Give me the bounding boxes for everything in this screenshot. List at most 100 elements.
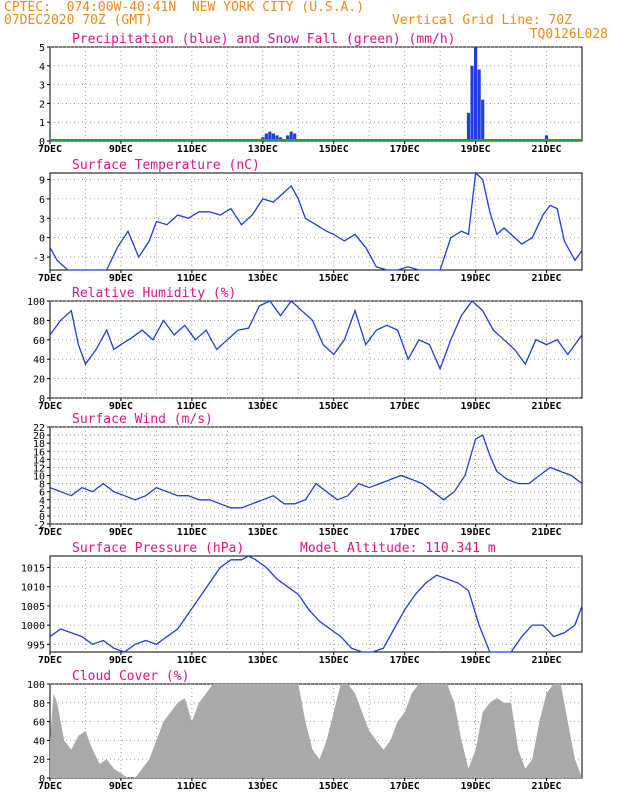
y-tick-label: 9	[39, 175, 45, 186]
x-tick-label: 21DEC	[531, 401, 561, 412]
panel-title: Precipitation (blue) and Snow Fall (gree…	[72, 32, 456, 47]
x-tick-label: 9DEC	[109, 527, 133, 538]
x-tick-label: 9DEC	[109, 655, 133, 666]
x-tick-label: 15DEC	[319, 655, 349, 666]
precip-bar	[268, 131, 272, 141]
x-tick-label: 19DEC	[461, 527, 491, 538]
x-tick-label: 7DEC	[38, 655, 62, 666]
y-tick-label: 14	[33, 455, 45, 466]
x-tick-label: 13DEC	[248, 401, 278, 412]
model-code: TQ0126L028	[529, 27, 608, 42]
y-tick-label: 80	[33, 699, 45, 710]
y-tick-label: 10	[33, 472, 45, 483]
y-tick-label: 3	[39, 214, 45, 225]
y-tick-label: 5	[39, 43, 45, 54]
x-tick-label: 17DEC	[390, 401, 420, 412]
x-tick-label: 7DEC	[38, 781, 62, 792]
x-tick-label: 7DEC	[38, 144, 62, 155]
x-tick-label: 17DEC	[390, 144, 420, 155]
grid-line-note: Vertical Grid Line: 70Z	[391, 13, 572, 28]
y-tick-label: 995	[27, 640, 45, 651]
x-tick-label: 15DEC	[319, 401, 349, 412]
x-tick-label: 11DEC	[177, 144, 207, 155]
y-tick-label: 20	[33, 375, 45, 386]
x-tick-label: 7DEC	[38, 401, 62, 412]
y-tick-label: 60	[33, 336, 45, 347]
x-tick-label: 15DEC	[319, 527, 349, 538]
precip-bar	[481, 99, 485, 141]
y-tick-label: 4	[39, 62, 45, 73]
y-tick-label: 20	[33, 755, 45, 766]
y-tick-label: 8	[39, 480, 45, 491]
precip-bar	[289, 131, 293, 141]
y-tick-label: 0	[39, 394, 45, 405]
x-tick-label: 21DEC	[531, 273, 561, 284]
x-tick-label: 19DEC	[461, 655, 491, 666]
y-tick-label: 1	[39, 118, 45, 129]
x-tick-label: 19DEC	[461, 144, 491, 155]
x-tick-label: 11DEC	[177, 401, 207, 412]
y-tick-label: 12	[33, 463, 45, 474]
panel-title: Relative Humidity (%)	[72, 286, 236, 301]
date-header: 07DEC2020 70Z (GMT)	[4, 13, 153, 28]
y-tick-label: 40	[33, 355, 45, 366]
x-tick-label: 21DEC	[531, 655, 561, 666]
panel-subtitle: Model Altitude: 110.341 m	[300, 541, 496, 556]
x-tick-label: 21DEC	[531, 781, 561, 792]
panel-4: 995 1000 1005 1010 1015 7DEC 9DEC 11DEC 13DEC 15D…	[21, 541, 583, 666]
panel-frame	[49, 300, 583, 399]
x-tick-label: 13DEC	[248, 144, 278, 155]
x-tick-label: 13DEC	[248, 655, 278, 666]
x-tick-label: 13DEC	[248, 273, 278, 284]
series-line	[49, 300, 583, 371]
x-tick-label: 9DEC	[109, 144, 133, 155]
panel-2: 0 20 40 60 80 100 7DEC 9DEC 11DEC 13DEC 15DEC 17DEC…	[27, 286, 583, 412]
x-tick-label: 21DEC	[531, 527, 561, 538]
series-line	[49, 555, 583, 653]
y-tick-label: 4	[39, 496, 45, 507]
y-tick-label: 22	[33, 423, 45, 434]
x-tick-label: 13DEC	[248, 527, 278, 538]
y-tick-label: 20	[33, 431, 45, 442]
y-tick-label: 18	[33, 439, 45, 450]
panel-1: -3 0 3 6 9 7DEC 9DEC 11DEC 13DEC 15DEC 17DEC 19DEC 2…	[33, 158, 583, 284]
precip-bar	[293, 133, 297, 141]
x-tick-label: 19DEC	[461, 781, 491, 792]
y-tick-label: 60	[33, 718, 45, 729]
y-tick-label: 1015	[21, 564, 45, 575]
y-tick-label: 100	[27, 680, 45, 691]
x-tick-label: 19DEC	[461, 401, 491, 412]
precip-bar	[271, 133, 276, 141]
y-tick-label: 2	[39, 99, 45, 110]
panel-5: 0 20 40 60 80 100 7DEC 9DEC 11DEC 13DEC 15DEC 17DEC…	[27, 669, 583, 792]
x-tick-label: 17DEC	[390, 655, 420, 666]
x-tick-label: 19DEC	[461, 273, 491, 284]
x-tick-label: 11DEC	[177, 273, 207, 284]
y-tick-label: 0	[39, 234, 45, 245]
precip-bar	[477, 69, 481, 141]
panel-0: 0 1 2 3 4 5 7DEC 9DEC 11DEC 13DEC 15DEC 17DEC 19DEC 2…	[38, 32, 583, 155]
y-tick-label: 6	[39, 488, 45, 499]
x-tick-label: 11DEC	[177, 655, 207, 666]
precip-bar	[466, 112, 471, 141]
y-tick-label: 40	[33, 736, 45, 747]
y-tick-label: 3	[39, 81, 45, 92]
precip-bar	[470, 65, 474, 141]
y-tick-label: 1005	[21, 602, 45, 613]
x-tick-label: 9DEC	[109, 401, 133, 412]
y-tick-label: 1010	[21, 583, 45, 594]
panel-title: Surface Wind (m/s)	[72, 412, 213, 427]
x-tick-label: 15DEC	[319, 273, 349, 284]
cloud-area	[50, 684, 582, 778]
y-tick-label: 16	[33, 447, 45, 458]
y-tick-label: 0	[39, 512, 45, 523]
y-tick-label: -2	[33, 520, 45, 531]
y-tick-label: -3	[33, 253, 45, 264]
series-line	[49, 171, 583, 271]
panel-frame	[49, 555, 583, 653]
y-tick-label: 0	[39, 137, 45, 148]
panel-title: Surface Temperature (nC)	[72, 158, 260, 173]
location-header: CPTEC: 074:00W-40:41N NEW YORK CITY (U.S…	[4, 0, 365, 15]
x-tick-label: 9DEC	[109, 273, 133, 284]
